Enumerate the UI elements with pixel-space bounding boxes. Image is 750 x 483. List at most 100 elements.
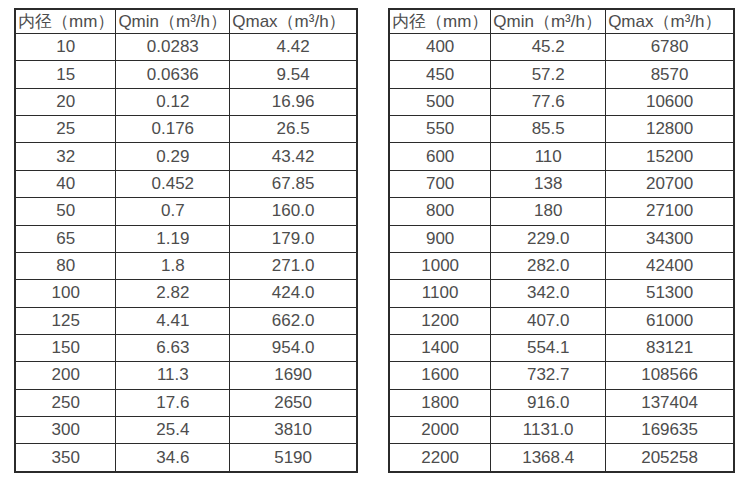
table-cell: 26.5 [230, 116, 357, 143]
table-cell: 85.5 [491, 116, 606, 143]
table-cell: 51300 [606, 280, 734, 307]
table-cell: 34.6 [116, 444, 230, 472]
table-cell: 600 [389, 143, 491, 170]
header-inner-diameter: 内径（mm） [15, 9, 116, 34]
table-cell: 180 [491, 198, 606, 225]
table-cell: 5190 [230, 444, 357, 472]
table-cell: 40 [15, 170, 116, 197]
header-qmin: Qmin（m³/h） [491, 9, 606, 34]
table-cell: 1600 [389, 362, 491, 389]
table-cell: 17.6 [116, 389, 230, 416]
table-cell: 554.1 [491, 334, 606, 361]
table-cell: 10600 [606, 88, 734, 115]
table-row: 30025.43810 [15, 417, 357, 444]
table-cell: 1100 [389, 280, 491, 307]
table-row: 1002.82424.0 [15, 280, 357, 307]
flow-rate-table-small-diameters: 内径（mm） Qmin（m³/h） Qmax（m³/h） 100.02834.4… [14, 8, 358, 473]
header-row: 内径（mm） Qmin（m³/h） Qmax（m³/h） [389, 9, 734, 34]
table-row: 35034.65190 [15, 444, 357, 472]
table-cell: 0.7 [116, 198, 230, 225]
header-qmin: Qmin（m³/h） [116, 9, 230, 34]
flow-rate-table-large-diameters: 内径（mm） Qmin（m³/h） Qmax（m³/h） 40045.26780… [388, 8, 735, 473]
header-row: 内径（mm） Qmin（m³/h） Qmax（m³/h） [15, 9, 357, 34]
table-cell: 4.42 [230, 34, 357, 61]
table-cell: 6780 [606, 34, 734, 61]
table-row: 250.17626.5 [15, 116, 357, 143]
table-row: 801.8271.0 [15, 252, 357, 279]
table-row: 25017.62650 [15, 389, 357, 416]
table-cell: 200 [15, 362, 116, 389]
table-cell: 11.3 [116, 362, 230, 389]
table-row: 651.19179.0 [15, 225, 357, 252]
table-row: 1600732.7108566 [389, 362, 734, 389]
header-qmax: Qmax（m³/h） [606, 9, 734, 34]
table-cell: 110 [491, 143, 606, 170]
table-row: 500.7160.0 [15, 198, 357, 225]
table-cell: 0.29 [116, 143, 230, 170]
table-cell: 0.0283 [116, 34, 230, 61]
table-row: 20001131.0169635 [389, 417, 734, 444]
table-cell: 282.0 [491, 252, 606, 279]
table-cell: 83121 [606, 334, 734, 361]
table-cell: 6.63 [116, 334, 230, 361]
table-cell: 500 [389, 88, 491, 115]
table-cell: 100 [15, 280, 116, 307]
table-cell: 4.41 [116, 307, 230, 334]
table-cell: 205258 [606, 444, 734, 472]
table-cell: 250 [15, 389, 116, 416]
table-cell: 2650 [230, 389, 357, 416]
table-cell: 1368.4 [491, 444, 606, 472]
table-cell: 1690 [230, 362, 357, 389]
table-row: 70013820700 [389, 170, 734, 197]
table-cell: 20 [15, 88, 116, 115]
table-cell: 8570 [606, 61, 734, 88]
table-row: 1200407.061000 [389, 307, 734, 334]
header-qmax: Qmax（m³/h） [230, 9, 357, 34]
table-row: 1800916.0137404 [389, 389, 734, 416]
table-row: 1000282.042400 [389, 252, 734, 279]
table-row: 50077.610600 [389, 88, 734, 115]
table-cell: 550 [389, 116, 491, 143]
table-body: 40045.2678045057.2857050077.61060055085.… [389, 34, 734, 473]
table-cell: 229.0 [491, 225, 606, 252]
table-row: 20011.31690 [15, 362, 357, 389]
table-body: 100.02834.42150.06369.54200.1216.96250.1… [15, 34, 357, 473]
table-cell: 2200 [389, 444, 491, 472]
table-cell: 1.19 [116, 225, 230, 252]
table-cell: 424.0 [230, 280, 357, 307]
table-cell: 1131.0 [491, 417, 606, 444]
table-cell: 342.0 [491, 280, 606, 307]
table-cell: 9.54 [230, 61, 357, 88]
table-row: 200.1216.96 [15, 88, 357, 115]
table-cell: 1200 [389, 307, 491, 334]
table-header: 内径（mm） Qmin（m³/h） Qmax（m³/h） [389, 9, 734, 34]
table-row: 45057.28570 [389, 61, 734, 88]
table-cell: 3810 [230, 417, 357, 444]
table-cell: 25.4 [116, 417, 230, 444]
table-cell: 32 [15, 143, 116, 170]
table-cell: 0.176 [116, 116, 230, 143]
table-cell: 732.7 [491, 362, 606, 389]
table-cell: 137404 [606, 389, 734, 416]
table-cell: 27100 [606, 198, 734, 225]
table-cell: 42400 [606, 252, 734, 279]
table-cell: 2.82 [116, 280, 230, 307]
table-cell: 65 [15, 225, 116, 252]
table-cell: 407.0 [491, 307, 606, 334]
table-cell: 50 [15, 198, 116, 225]
table-cell: 16.96 [230, 88, 357, 115]
table-cell: 25 [15, 116, 116, 143]
table-row: 60011015200 [389, 143, 734, 170]
table-row: 1506.63954.0 [15, 334, 357, 361]
table-cell: 662.0 [230, 307, 357, 334]
table-cell: 15200 [606, 143, 734, 170]
table-cell: 0.0636 [116, 61, 230, 88]
table-cell: 1.8 [116, 252, 230, 279]
table-cell: 916.0 [491, 389, 606, 416]
table-cell: 108566 [606, 362, 734, 389]
table-row: 400.45267.85 [15, 170, 357, 197]
table-cell: 179.0 [230, 225, 357, 252]
table-row: 150.06369.54 [15, 61, 357, 88]
table-cell: 15 [15, 61, 116, 88]
table-cell: 450 [389, 61, 491, 88]
